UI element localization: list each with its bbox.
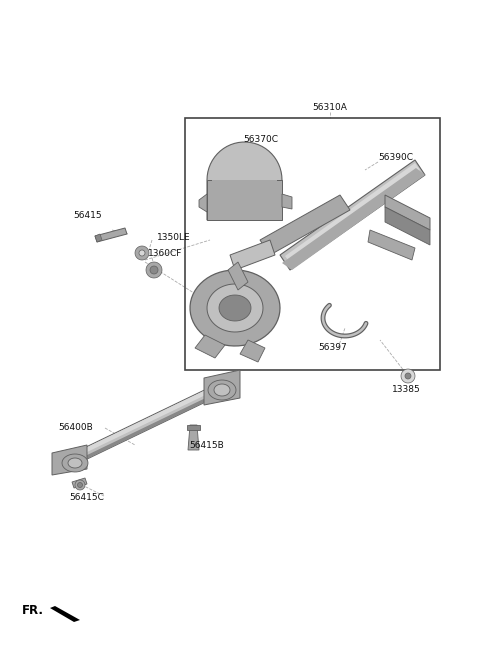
Text: 1350LE: 1350LE [157,232,191,241]
Polygon shape [199,194,207,212]
Bar [185,118,440,370]
Polygon shape [77,483,83,487]
Polygon shape [204,370,240,405]
Polygon shape [52,445,87,475]
Polygon shape [68,458,82,468]
Polygon shape [56,385,218,466]
Polygon shape [368,230,415,260]
Text: 56415: 56415 [74,211,102,220]
Polygon shape [195,335,225,358]
Text: 56370C: 56370C [243,136,278,144]
Polygon shape [207,284,263,332]
Text: 56415B: 56415B [190,440,224,449]
Polygon shape [55,385,220,472]
Polygon shape [187,425,200,430]
Polygon shape [207,180,282,220]
Text: 56400B: 56400B [59,424,94,432]
Polygon shape [190,270,280,346]
Text: 56390C: 56390C [378,154,413,163]
Polygon shape [62,454,88,472]
Text: 56415C: 56415C [70,493,105,502]
Polygon shape [207,142,282,220]
Polygon shape [385,207,430,245]
Polygon shape [50,606,80,622]
Polygon shape [135,246,149,260]
Polygon shape [230,240,275,270]
Polygon shape [405,373,411,379]
Polygon shape [72,478,87,488]
Polygon shape [282,168,425,270]
Polygon shape [56,393,220,472]
Polygon shape [228,262,248,290]
Text: 56397: 56397 [319,344,348,352]
Polygon shape [95,228,127,242]
Text: 56310A: 56310A [312,102,348,112]
Polygon shape [188,425,199,450]
Polygon shape [282,194,292,209]
Polygon shape [285,163,420,263]
Polygon shape [208,380,236,400]
Polygon shape [280,160,425,270]
Polygon shape [260,195,350,255]
Polygon shape [219,295,251,321]
Polygon shape [139,250,145,256]
Text: 13385: 13385 [392,386,420,394]
Polygon shape [214,384,230,396]
Polygon shape [150,266,158,274]
Polygon shape [401,369,415,383]
Polygon shape [75,480,85,490]
Text: FR.: FR. [22,604,44,617]
Polygon shape [146,262,162,278]
Text: 1360CF: 1360CF [148,249,182,258]
Polygon shape [240,340,265,362]
Polygon shape [212,180,277,190]
Polygon shape [385,195,430,230]
Polygon shape [95,234,102,242]
